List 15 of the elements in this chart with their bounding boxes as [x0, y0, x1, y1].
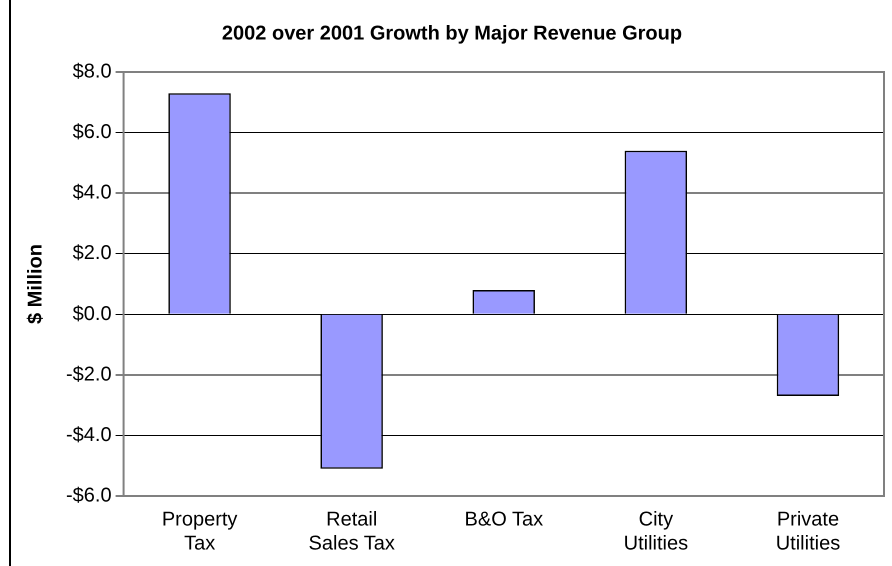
chart-title: 2002 over 2001 Growth by Major Revenue Group: [222, 22, 682, 45]
y-tick-label: -$4.0: [66, 424, 112, 446]
y-axis-title: $ Million: [24, 244, 47, 324]
y-tick-label: -$2.0: [66, 363, 112, 386]
x-tick-label: City Utilities: [624, 508, 688, 555]
x-tick-label: Retail Sales Tax: [308, 508, 395, 555]
y-tick-label: $2.0: [72, 242, 112, 264]
x-tick-label: Private Utilities: [776, 508, 840, 555]
y-tick-label: $6.0: [72, 121, 112, 144]
y-tick-label: $4.0: [72, 182, 112, 204]
y-tick-label: $8.0: [72, 60, 112, 83]
y-tick-label: $0.0: [72, 302, 112, 325]
x-tick-label: Property Tax: [162, 508, 238, 555]
y-tick-label: -$6.0: [66, 484, 112, 507]
x-tick-label: B&O Tax: [464, 508, 544, 531]
